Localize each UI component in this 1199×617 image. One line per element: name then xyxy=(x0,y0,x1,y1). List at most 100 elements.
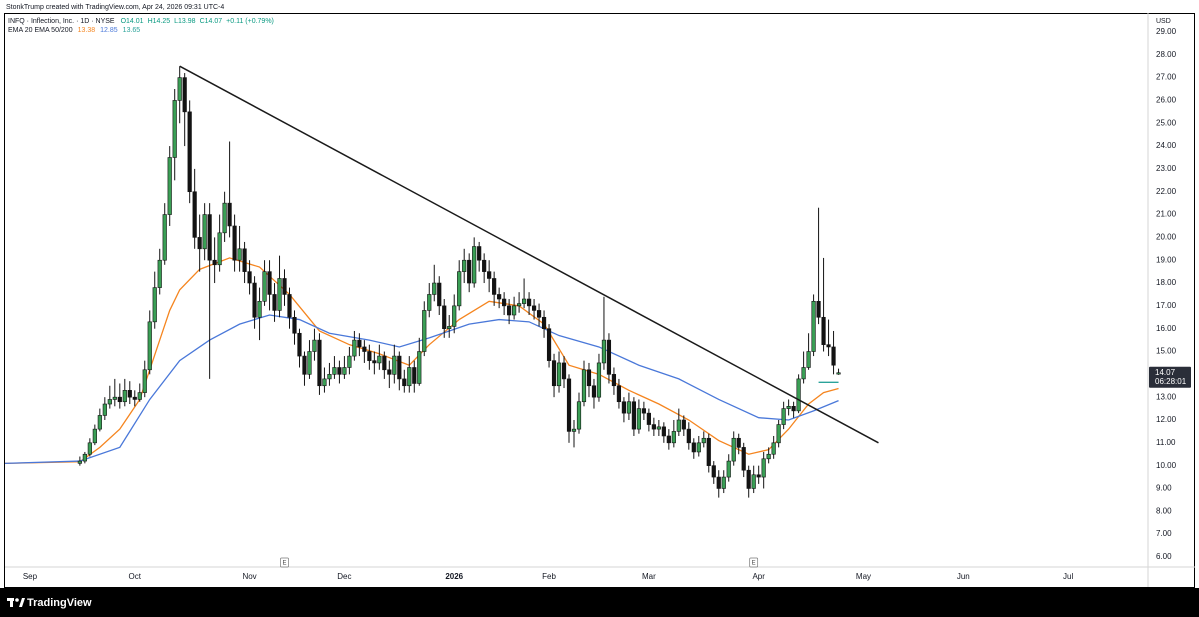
candle-body xyxy=(197,237,202,250)
candle-body xyxy=(651,424,656,430)
candle-body xyxy=(467,259,472,284)
candle-body xyxy=(342,367,347,375)
candle-body xyxy=(521,298,527,304)
x-tick-label: Dec xyxy=(337,572,351,581)
candle-body xyxy=(307,351,312,375)
y-tick-label: 17.00 xyxy=(1156,301,1177,310)
candle-body xyxy=(227,202,232,227)
candle-body xyxy=(337,367,342,375)
candle-body xyxy=(492,278,497,295)
candle-body xyxy=(147,321,152,371)
candle-body xyxy=(497,294,502,300)
indicator-value: 13.38 xyxy=(78,27,96,34)
candle-body xyxy=(172,100,177,158)
candle-body xyxy=(556,362,562,387)
candle-body xyxy=(402,378,407,387)
candle-body xyxy=(606,339,612,375)
y-tick-label: 16.00 xyxy=(1156,324,1177,333)
symbol-label: INFQ · Inflection, Inc. · 1D · NYSE xyxy=(8,18,115,25)
frame xyxy=(4,13,1195,588)
candle-body xyxy=(472,246,477,284)
candle-body xyxy=(507,305,512,316)
candle-body xyxy=(811,300,816,352)
ohlc-readout: C14.07 xyxy=(200,18,223,25)
candle-body xyxy=(621,401,627,414)
y-tick-label: 23.00 xyxy=(1156,164,1177,173)
candle-body xyxy=(287,294,292,318)
currency: USD xyxy=(1156,18,1171,25)
y-tick-label: 12.00 xyxy=(1156,415,1177,424)
indicator-value: 13.65 xyxy=(123,27,141,34)
candle-body xyxy=(327,374,332,380)
candle-body xyxy=(122,390,127,403)
candle-body xyxy=(137,392,142,400)
candle-body xyxy=(412,367,417,384)
candle-body xyxy=(357,339,362,348)
y-tick-label: 11.00 xyxy=(1156,438,1176,447)
candle-body xyxy=(317,339,322,387)
candle-body xyxy=(716,476,721,489)
candle-body xyxy=(786,406,791,409)
ohlc-readout: O14.01 xyxy=(121,18,144,25)
candle-body xyxy=(262,271,267,302)
event-label: E xyxy=(283,561,287,567)
candle-body xyxy=(771,442,776,455)
candle-body xyxy=(541,316,547,329)
candle-body xyxy=(117,396,122,403)
candle-body xyxy=(477,246,482,261)
candle-body xyxy=(362,346,367,352)
candle-body xyxy=(641,408,646,414)
candle-body xyxy=(167,157,172,215)
candle-body xyxy=(272,294,277,311)
candle-body xyxy=(791,406,796,412)
candle-body xyxy=(611,374,617,387)
candle-body xyxy=(761,458,766,478)
candle-body xyxy=(781,408,786,425)
candle-body xyxy=(112,396,117,400)
candle-body xyxy=(87,442,92,455)
candle-body xyxy=(591,385,597,398)
x-tick-label: Apr xyxy=(752,572,765,581)
candle-body xyxy=(97,415,102,430)
candle-body xyxy=(177,77,182,101)
candle-body xyxy=(457,271,462,307)
indicator-label: EMA 20 EMA 50/200 xyxy=(8,27,73,34)
candle-body xyxy=(666,435,671,444)
event-label: E xyxy=(752,561,756,567)
candle-body xyxy=(347,355,352,368)
candle-body xyxy=(417,351,422,384)
ohlc-readout: L13.98 xyxy=(174,18,196,25)
y-tick-label: 15.00 xyxy=(1156,347,1177,356)
logo-part xyxy=(10,598,13,607)
candle-body xyxy=(576,401,582,430)
brand-logo xyxy=(7,598,25,607)
candle-body xyxy=(512,305,517,316)
trendline xyxy=(179,65,879,444)
candle-body xyxy=(711,465,716,478)
x-tick-label: Jul xyxy=(1063,572,1073,581)
candle-body xyxy=(102,403,107,416)
candle-body xyxy=(257,300,262,318)
candle-body xyxy=(736,437,741,448)
candle-body xyxy=(182,77,187,113)
candle-body xyxy=(282,278,287,295)
candle-body xyxy=(252,282,257,318)
y-tick-label: 27.00 xyxy=(1156,73,1177,82)
candle-body xyxy=(626,401,632,414)
event-marker xyxy=(280,557,289,568)
candle-body xyxy=(132,396,137,400)
candle-body xyxy=(581,369,587,403)
candle-body xyxy=(561,362,567,380)
candle-body xyxy=(267,271,272,295)
y-tick-label: 13.00 xyxy=(1156,392,1177,401)
candle-body xyxy=(517,303,522,307)
candle-body xyxy=(801,367,806,380)
brand: TradingView xyxy=(27,597,92,609)
last-price-box xyxy=(1149,366,1191,388)
y-tick-label: 18.00 xyxy=(1156,278,1177,287)
y-tick-label: 29.00 xyxy=(1156,27,1177,36)
candle-body xyxy=(387,369,392,375)
candle-body xyxy=(726,460,731,478)
x-tick-label: May xyxy=(856,572,871,581)
